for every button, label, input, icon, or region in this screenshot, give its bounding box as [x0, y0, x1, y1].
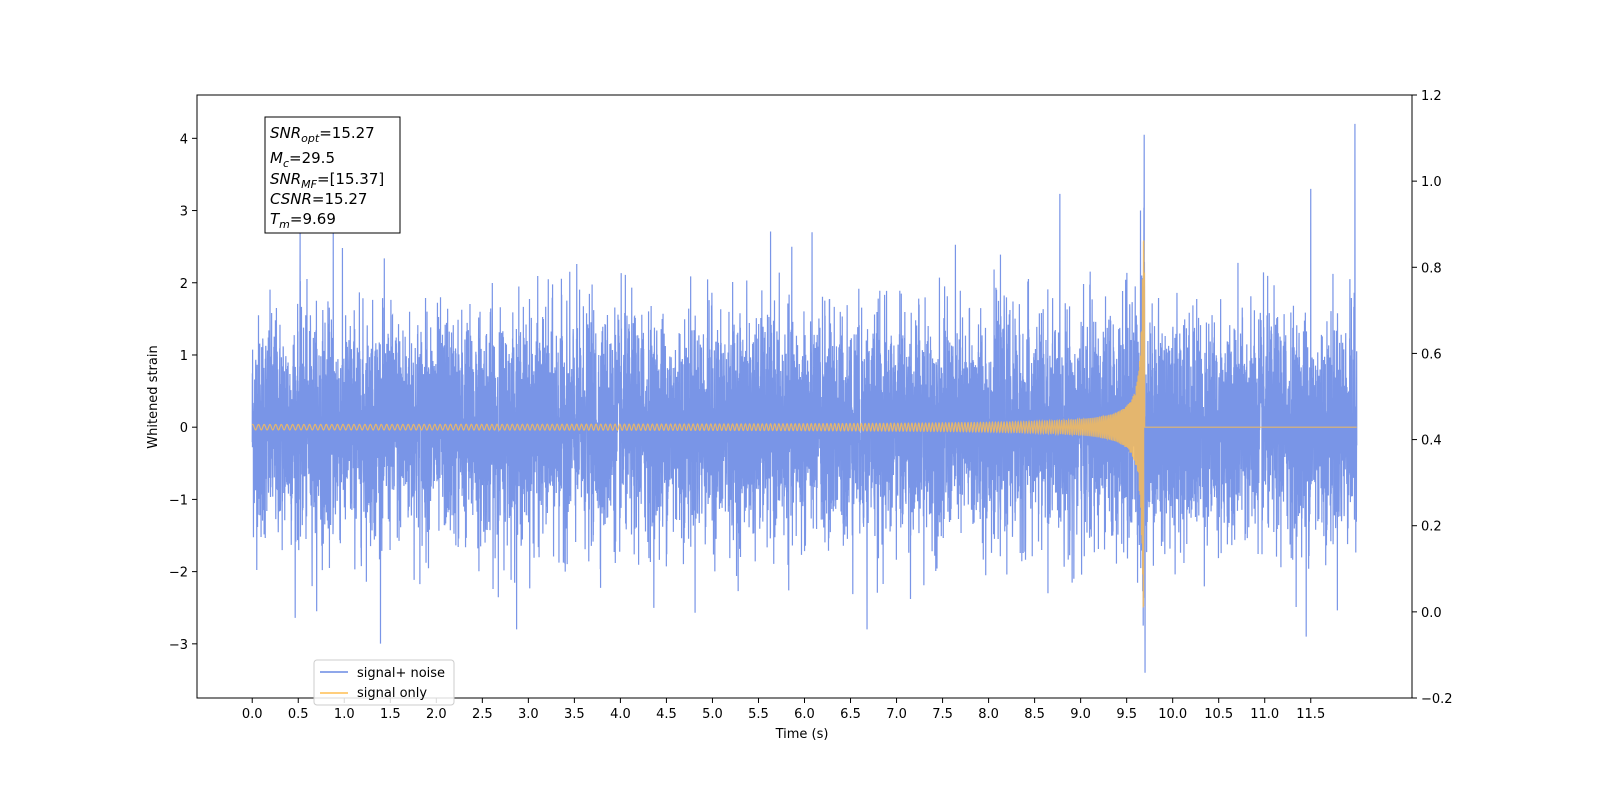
- y2-tick-label: 0.4: [1421, 434, 1442, 449]
- chirp-mass-annotation: Mc=29.5: [270, 149, 335, 170]
- x-tick-label: 5.5: [748, 707, 769, 722]
- x-tick-label: 0.5: [288, 707, 309, 722]
- y-tick-label: 1: [180, 349, 188, 364]
- series-layer: [251, 123, 1358, 673]
- legend: signal+ noise signal only: [313, 659, 455, 706]
- x-tick-label: 9.5: [1116, 707, 1137, 722]
- x-tick-label: 9.0: [1070, 707, 1091, 722]
- x-tick-label: 7.0: [886, 707, 907, 722]
- legend-label-signal-only: signal only: [357, 686, 427, 701]
- y2-tick-label: 1.2: [1421, 89, 1442, 104]
- x-tick-label: 2.0: [426, 707, 447, 722]
- x-tick-label: 10.5: [1204, 707, 1233, 722]
- y2-tick-label: −0.2: [1421, 692, 1453, 707]
- x-tick-label: 6.5: [840, 707, 861, 722]
- y2-tick-label: 0.2: [1421, 520, 1442, 535]
- csnr-annotation: CSNR=15.27: [270, 190, 367, 208]
- x-tick-label: 5.0: [702, 707, 723, 722]
- x-tick-label: 4.5: [656, 707, 677, 722]
- y-axis-left: −3 −2 −1 0 1 2 3 4: [169, 132, 197, 653]
- y2-tick-label: 1.0: [1421, 175, 1442, 190]
- y2-tick-label: 0.0: [1421, 606, 1442, 621]
- plot-area: [251, 123, 1358, 673]
- stats-annotation-box: SNRopt=15.27 Mc=29.5 SNRMF=[15.37] CSNR=…: [264, 116, 401, 234]
- series-line-signal-only: [251, 240, 1357, 608]
- legend-frame: [313, 659, 455, 706]
- y-tick-label: −1: [169, 493, 188, 508]
- y-tick-label: 2: [180, 277, 188, 292]
- legend-label-signal-noise: signal+ noise: [357, 666, 445, 681]
- snr-opt-annotation: SNRopt=15.27: [270, 124, 375, 145]
- y2-tick-label: 0.8: [1421, 261, 1442, 276]
- x-tick-label: 1.0: [334, 707, 355, 722]
- y-tick-label: 0: [180, 421, 188, 436]
- y2-tick-label: 0.6: [1421, 347, 1442, 362]
- series-line-signal-noise: [251, 123, 1358, 673]
- x-tick-label: 8.0: [978, 707, 999, 722]
- x-tick-label: 6.0: [794, 707, 815, 722]
- x-tick-label: 1.5: [380, 707, 401, 722]
- y-tick-label: −2: [169, 566, 188, 581]
- x-tick-label: 4.0: [610, 707, 631, 722]
- x-tick-label: 0.0: [242, 707, 263, 722]
- x-tick-label: 2.5: [472, 707, 493, 722]
- y-tick-label: −3: [169, 638, 188, 653]
- y-axis-right: −0.2 0.0 0.2 0.4 0.6 0.8 1.0 1.2: [1412, 89, 1453, 707]
- x-tick-label: 3.0: [518, 707, 539, 722]
- x-tick-label: 11.0: [1250, 707, 1279, 722]
- x-axis-label: Time (s): [775, 727, 829, 742]
- x-tick-label: 10.0: [1158, 707, 1187, 722]
- x-tick-label: 8.5: [1024, 707, 1045, 722]
- stats-box-frame: [264, 116, 401, 234]
- x-tick-label: 7.5: [932, 707, 953, 722]
- y-tick-label: 4: [180, 132, 188, 147]
- x-tick-label: 3.5: [564, 707, 585, 722]
- x-axis: 0.0 0.5 1.0 1.5 2.0 2.5 3.0 3.5 4.0 4.5 5.0 5.5 6.0 6…: [242, 698, 1325, 722]
- merger-time-annotation: Tm=9.69: [270, 210, 336, 231]
- y-tick-label: 3: [180, 205, 188, 220]
- x-tick-label: 11.5: [1296, 707, 1325, 722]
- y-axis-label: Whitened strain: [146, 345, 161, 448]
- snr-mf-annotation: SNRMF=[15.37]: [270, 170, 384, 191]
